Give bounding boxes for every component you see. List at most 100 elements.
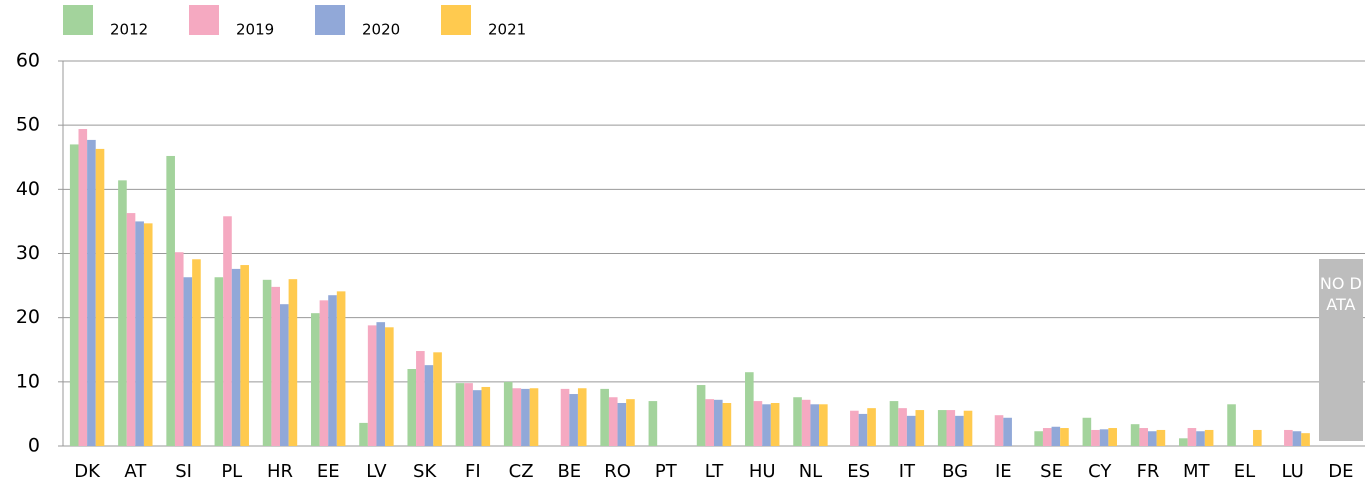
bar xyxy=(521,388,530,446)
bar xyxy=(166,155,175,446)
bar xyxy=(1179,438,1188,446)
bar xyxy=(705,399,714,446)
bar xyxy=(569,394,578,446)
bar xyxy=(319,300,329,446)
legend-swatch xyxy=(63,5,93,35)
bar xyxy=(512,388,522,446)
bar xyxy=(464,383,473,446)
x-tick-label: PL xyxy=(221,461,242,482)
x-tick-label: CZ xyxy=(509,461,534,482)
x-tick-label: AT xyxy=(124,461,147,482)
bar xyxy=(1051,426,1061,446)
bar xyxy=(1196,431,1205,446)
bar xyxy=(1108,428,1117,446)
bar xyxy=(126,213,136,446)
x-tick-label: BG xyxy=(942,461,968,482)
bar xyxy=(433,352,442,446)
x-tick-label: EE xyxy=(317,461,340,482)
bar xyxy=(1130,424,1140,446)
x-tick-label: MT xyxy=(1183,461,1211,482)
bar xyxy=(600,388,609,446)
x-tick-label: IE xyxy=(995,461,1012,482)
bar xyxy=(1204,429,1214,446)
bar xyxy=(955,415,964,446)
bar xyxy=(143,223,153,446)
x-tick-label: FI xyxy=(465,461,481,482)
bar xyxy=(192,259,201,446)
legend-label: 2021 xyxy=(488,21,526,39)
bar xyxy=(223,216,232,446)
bar xyxy=(1284,429,1293,446)
bar xyxy=(867,408,876,446)
bar xyxy=(963,410,973,446)
bar xyxy=(407,369,417,446)
x-tick-label: PT xyxy=(655,461,678,482)
bar xyxy=(1292,431,1302,446)
bar xyxy=(1091,429,1100,446)
bar xyxy=(78,129,88,446)
y-tick-label: 20 xyxy=(16,306,40,328)
bar xyxy=(183,277,193,446)
x-tick-label: SK xyxy=(413,461,437,482)
legend-swatch xyxy=(315,5,345,35)
bar xyxy=(1003,417,1012,446)
bar xyxy=(503,381,513,446)
bar xyxy=(626,399,635,446)
x-tick-label: FR xyxy=(1137,461,1160,482)
bar xyxy=(424,365,434,446)
x-tick-label: DE xyxy=(1328,461,1353,482)
y-tick-label: 0 xyxy=(28,435,40,457)
bar xyxy=(416,351,425,446)
bar xyxy=(529,388,539,446)
bar xyxy=(385,327,394,446)
bar xyxy=(810,404,820,446)
bar xyxy=(762,404,771,446)
bar xyxy=(696,385,706,446)
bar xyxy=(850,410,859,446)
bar xyxy=(617,403,627,446)
bar xyxy=(288,279,298,446)
bar xyxy=(262,279,272,446)
bar xyxy=(271,286,280,446)
bar xyxy=(858,413,868,446)
x-tick-label: LU xyxy=(1282,461,1304,482)
bar xyxy=(801,399,811,446)
bar xyxy=(118,180,127,446)
x-tick-label: DK xyxy=(74,461,101,482)
x-tick-label: HU xyxy=(749,461,776,482)
bar xyxy=(231,268,241,446)
x-tick-label: NL xyxy=(799,461,823,482)
legend-label: 2019 xyxy=(236,21,274,39)
bar xyxy=(214,277,224,446)
y-tick-label: 40 xyxy=(16,178,40,200)
bar xyxy=(1060,428,1069,446)
x-tick-label: HR xyxy=(267,461,293,482)
bar xyxy=(1139,428,1148,446)
bar xyxy=(889,401,899,446)
y-tick-label: 50 xyxy=(16,114,40,136)
x-tick-label: LT xyxy=(705,461,725,482)
bar xyxy=(1099,429,1109,446)
bar xyxy=(915,410,925,446)
bar xyxy=(359,422,368,446)
x-tick-label: LV xyxy=(366,461,387,482)
bar xyxy=(946,410,956,446)
bar xyxy=(481,386,491,446)
x-tick-label: EL xyxy=(1234,461,1255,482)
bar xyxy=(1187,428,1197,446)
bar xyxy=(1042,428,1052,446)
bar xyxy=(608,397,618,446)
x-tick-label: BE xyxy=(557,461,581,482)
bar xyxy=(560,388,570,446)
bar xyxy=(336,291,346,446)
bar xyxy=(1227,404,1236,446)
x-tick-label: SI xyxy=(175,461,192,482)
bar xyxy=(328,295,337,446)
y-tick-label: 30 xyxy=(16,242,40,264)
bar xyxy=(648,401,658,446)
bar xyxy=(472,390,482,446)
bar xyxy=(722,403,732,446)
y-tick-label: 10 xyxy=(16,370,40,392)
x-tick-label: IT xyxy=(899,461,916,482)
